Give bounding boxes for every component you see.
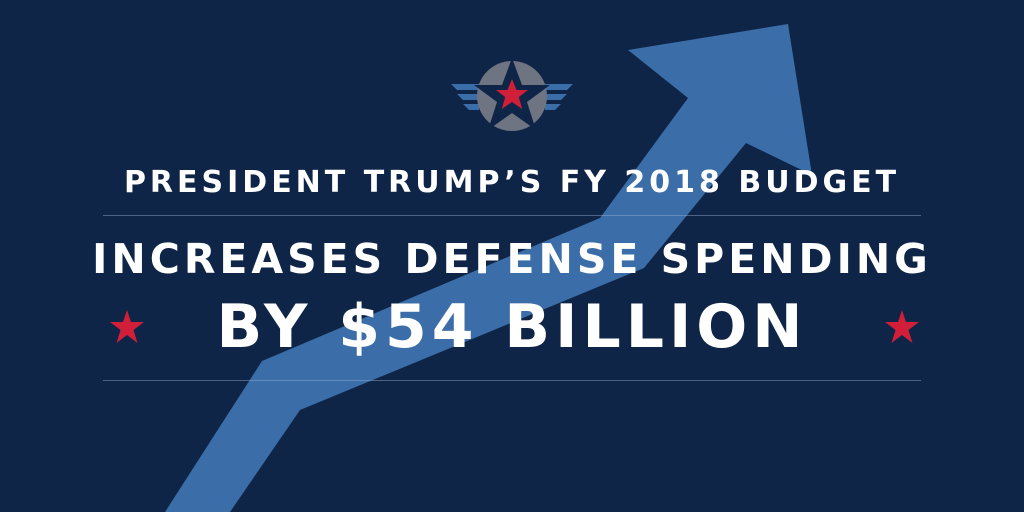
- left-red-star-icon: [110, 310, 144, 343]
- budget-heading: PRESIDENT TRUMP’S FY 2018 BUDGET: [123, 165, 901, 200]
- right-red-star-icon: [885, 310, 919, 343]
- divider-top: [103, 215, 921, 216]
- emblem-red-star-icon: [496, 79, 528, 109]
- right-wing-icon: [545, 84, 573, 110]
- defense-spending-headline: INCREASES DEFENSE SPENDING: [92, 235, 932, 283]
- amount-headline: BY $54 BILLION: [216, 292, 808, 362]
- divider-bottom: [103, 380, 921, 381]
- winged-star-emblem-icon: [451, 58, 573, 131]
- left-wing-icon: [451, 84, 479, 110]
